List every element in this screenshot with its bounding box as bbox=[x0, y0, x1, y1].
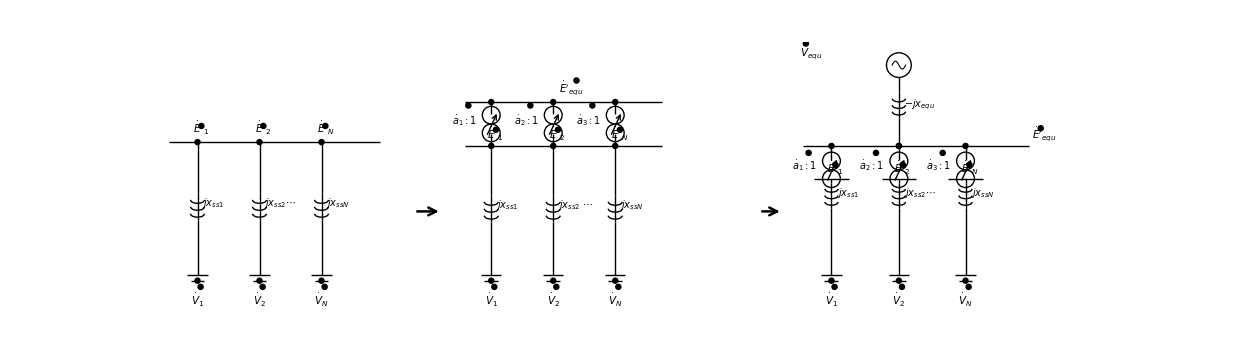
Text: $\dot{a}_2:1$: $\dot{a}_2:1$ bbox=[860, 159, 885, 174]
Text: $\dot{E}'\,_N$: $\dot{E}'\,_N$ bbox=[317, 120, 335, 138]
Circle shape bbox=[492, 284, 497, 289]
Text: $\dot{V}_{equ}$: $\dot{V}_{equ}$ bbox=[800, 44, 823, 61]
Text: $\dot{E}'\,_1$: $\dot{E}'\,_1$ bbox=[826, 160, 844, 177]
Text: $\dot{V}_1$: $\dot{V}_1$ bbox=[191, 292, 204, 309]
Circle shape bbox=[322, 284, 327, 289]
Circle shape bbox=[323, 124, 328, 128]
Circle shape bbox=[612, 144, 618, 148]
Text: $jx_{ssN}$: $jx_{ssN}$ bbox=[620, 198, 643, 212]
Text: $\dot{V}_N$: $\dot{V}_N$ bbox=[958, 292, 973, 309]
Text: $-jx_{equ}$: $-jx_{equ}$ bbox=[904, 98, 935, 112]
Text: $\dot{a}_3:1$: $\dot{a}_3:1$ bbox=[926, 159, 952, 174]
Circle shape bbox=[873, 150, 878, 155]
Circle shape bbox=[574, 78, 579, 83]
Circle shape bbox=[896, 144, 902, 148]
Text: $jx_{ss1}$: $jx_{ss1}$ bbox=[836, 186, 859, 200]
Text: $jx_{ss2}\cdots$: $jx_{ss2}\cdots$ bbox=[264, 196, 296, 210]
Circle shape bbox=[256, 278, 263, 283]
Circle shape bbox=[195, 278, 199, 283]
Text: $\dot{a}_1:1$: $\dot{a}_1:1$ bbox=[452, 113, 477, 128]
Circle shape bbox=[963, 278, 968, 283]
Circle shape bbox=[617, 127, 622, 132]
Circle shape bbox=[554, 284, 559, 289]
Circle shape bbox=[198, 124, 204, 128]
Circle shape bbox=[198, 284, 203, 289]
Text: $\dot{V}_1$: $\dot{V}_1$ bbox=[825, 292, 838, 309]
Circle shape bbox=[488, 278, 494, 283]
Text: $jx_{ss2}\cdots$: $jx_{ss2}\cdots$ bbox=[904, 186, 937, 200]
Circle shape bbox=[466, 103, 471, 108]
Circle shape bbox=[555, 127, 560, 132]
Circle shape bbox=[616, 284, 621, 289]
Text: $\dot{V}_N$: $\dot{V}_N$ bbox=[315, 292, 328, 309]
Text: $\dot{a}_1:1$: $\dot{a}_1:1$ bbox=[792, 159, 817, 174]
Text: $jx_{ss2}$ $\cdots$: $jx_{ss2}$ $\cdots$ bbox=[558, 198, 593, 212]
Circle shape bbox=[966, 284, 971, 289]
Circle shape bbox=[896, 278, 902, 283]
Text: $jx_{ss1}$: $jx_{ss1}$ bbox=[202, 196, 224, 210]
Circle shape bbox=[261, 124, 266, 128]
Circle shape bbox=[829, 144, 834, 148]
Circle shape bbox=[550, 278, 556, 283]
Text: $jx_{ssN}$: $jx_{ssN}$ bbox=[971, 186, 995, 200]
Circle shape bbox=[807, 150, 812, 155]
Circle shape bbox=[195, 140, 199, 145]
Text: $\dot{a}_3:1$: $\dot{a}_3:1$ bbox=[576, 113, 601, 128]
Circle shape bbox=[829, 278, 834, 283]
Text: $\dot{E}'\,_2$: $\dot{E}'\,_2$ bbox=[549, 126, 565, 143]
Circle shape bbox=[260, 284, 265, 289]
Text: $\dot{E}'\,_1$: $\dot{E}'\,_1$ bbox=[487, 126, 503, 143]
Text: $\dot{a}_2:1$: $\dot{a}_2:1$ bbox=[514, 113, 539, 128]
Text: $\dot{V}_1$: $\dot{V}_1$ bbox=[484, 292, 498, 309]
Text: $\dot{E}'\,_N$: $\dot{E}'\,_N$ bbox=[611, 126, 628, 143]
Circle shape bbox=[940, 150, 945, 155]
Text: $\dot{E}'\,_1$: $\dot{E}'\,_1$ bbox=[193, 120, 209, 138]
Circle shape bbox=[833, 162, 838, 167]
Circle shape bbox=[963, 144, 968, 148]
Circle shape bbox=[900, 284, 904, 289]
Circle shape bbox=[612, 278, 618, 283]
Circle shape bbox=[550, 99, 556, 105]
Circle shape bbox=[493, 127, 498, 132]
Text: $\dot{E}'\,_2$: $\dot{E}'\,_2$ bbox=[255, 120, 271, 138]
Text: $\dot{V}_2$: $\dot{V}_2$ bbox=[892, 292, 906, 309]
Text: $\dot{V}_2$: $\dot{V}_2$ bbox=[546, 292, 560, 309]
Text: $\dot{V}_2$: $\dot{V}_2$ bbox=[253, 292, 266, 309]
Circle shape bbox=[803, 41, 808, 46]
Text: $jx_{ss1}$: $jx_{ss1}$ bbox=[496, 198, 518, 212]
Circle shape bbox=[318, 140, 325, 145]
Circle shape bbox=[966, 162, 971, 167]
Circle shape bbox=[550, 144, 556, 148]
Circle shape bbox=[318, 278, 325, 283]
Circle shape bbox=[1038, 126, 1043, 131]
Circle shape bbox=[896, 144, 902, 148]
Text: $\dot{E}'_{equ}$: $\dot{E}'_{equ}$ bbox=[1032, 125, 1057, 143]
Text: $\dot{V}_N$: $\dot{V}_N$ bbox=[608, 292, 622, 309]
Circle shape bbox=[256, 140, 263, 145]
Text: $\dot{E}'\,_2$: $\dot{E}'\,_2$ bbox=[895, 160, 911, 177]
Circle shape bbox=[612, 99, 618, 105]
Circle shape bbox=[488, 99, 494, 105]
Circle shape bbox=[528, 103, 533, 108]
Circle shape bbox=[833, 284, 838, 289]
Circle shape bbox=[590, 103, 595, 108]
Circle shape bbox=[488, 144, 494, 148]
Text: $jx_{ssN}$: $jx_{ssN}$ bbox=[326, 196, 349, 210]
Text: $\dot{E}'\,_N$: $\dot{E}'\,_N$ bbox=[961, 160, 979, 177]
Circle shape bbox=[901, 162, 906, 167]
Text: $\dot{E}'_{equ}$: $\dot{E}'_{equ}$ bbox=[559, 80, 584, 97]
